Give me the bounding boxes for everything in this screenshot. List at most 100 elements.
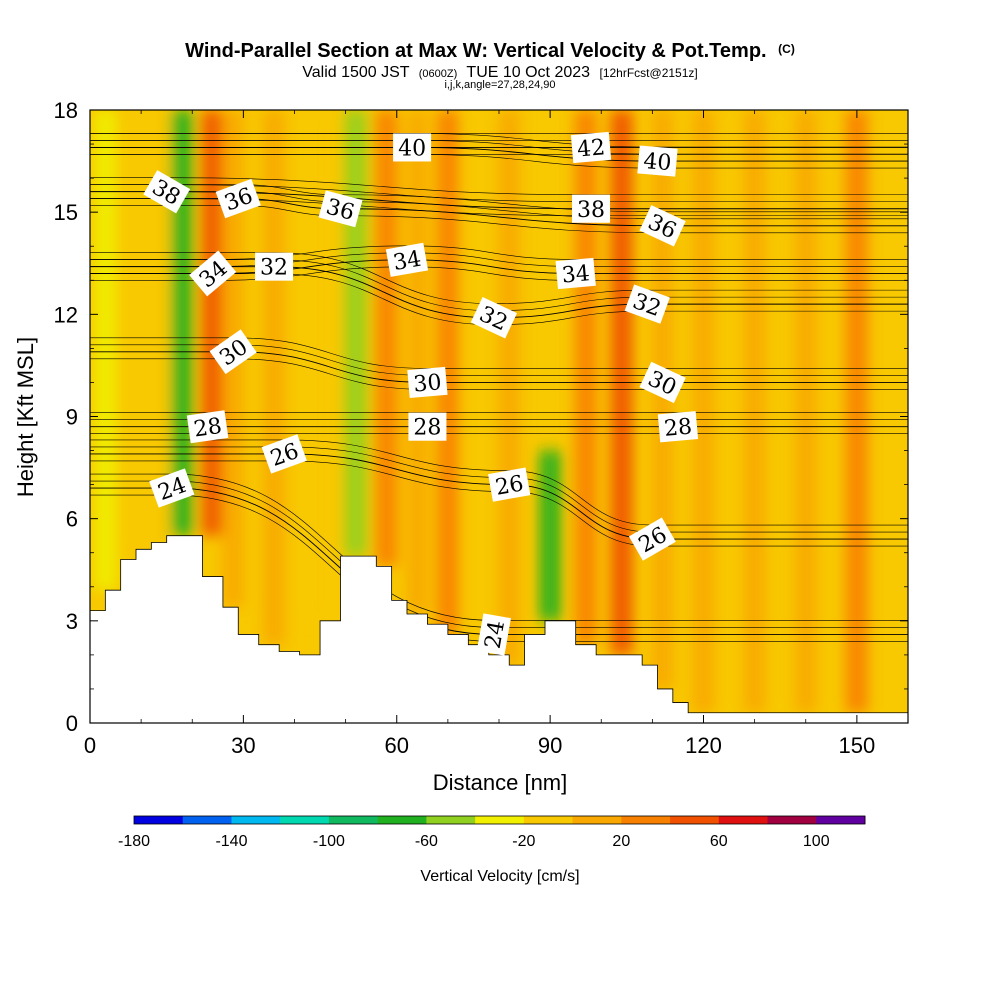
contour-label-box: [385, 242, 429, 277]
colorbar-swatch: [377, 816, 427, 824]
x-tick-label: 60: [385, 733, 409, 758]
contour-label-box: [570, 131, 612, 164]
contour-label-box: [657, 411, 699, 443]
subtitle-date: TUE 10 Oct 2023: [466, 64, 590, 81]
colorbar-swatch: [572, 816, 622, 824]
contour-label-box: [149, 468, 195, 508]
colorbar-tick-label: 60: [710, 833, 728, 850]
theta-contour-label: 26: [261, 434, 307, 474]
velocity-cell: [94, 110, 117, 591]
velocity-cell: [309, 110, 332, 621]
contour-label-box: [393, 133, 432, 162]
y-tick-label: 15: [54, 200, 78, 225]
y-tick-label: 3: [66, 609, 78, 634]
contour-label-text: 34: [561, 261, 591, 288]
y-tick-label: 0: [66, 711, 78, 736]
contour-label-box: [639, 205, 686, 247]
velocity-cell: [539, 450, 562, 621]
contour-label-text: 32: [260, 256, 288, 281]
colorbar-label: Vertical Velocity [cm/s]: [420, 868, 579, 885]
colorbar-swatch: [767, 816, 817, 824]
velocity-cell: [263, 110, 286, 645]
velocity-cell: [436, 110, 459, 635]
contour-label-box: [407, 366, 448, 399]
theta-contour-line: [90, 473, 908, 621]
y-tick-label: 6: [66, 507, 78, 532]
x-axis-ticks: 0 30 60 90 120 150: [84, 110, 875, 758]
chart-title-mark: (C): [778, 42, 795, 56]
colorbar-swatch: [475, 816, 525, 824]
theta-contour-label: 36: [318, 190, 363, 228]
colorbar-swatch: [426, 816, 476, 824]
contour-label-box: [470, 297, 518, 339]
velocity-cell: [171, 110, 194, 536]
theta-contour-line: [90, 252, 908, 267]
contour-label-box: [186, 410, 229, 444]
theta-contour-label: 40: [637, 145, 678, 177]
contour-label-text: 42: [576, 135, 606, 162]
contour-label-box: [408, 412, 447, 441]
contour-label-box: [318, 190, 363, 228]
colorbar-tick-label: 20: [612, 833, 630, 850]
theta-contour-label: 28: [408, 412, 447, 441]
velocity-cell: [375, 110, 398, 567]
theta-contour-label: 34: [385, 242, 429, 277]
velocity-cell: [201, 110, 224, 536]
colorbar-tick-label: -60: [415, 833, 438, 850]
x-axis-label: Distance [nm]: [433, 770, 568, 795]
contour-label-box: [476, 613, 511, 656]
terrain-profile: [90, 535, 908, 723]
contour-label-box: [189, 250, 237, 297]
theta-contour-label: 30: [407, 366, 448, 399]
colorbar-frame: [133, 815, 866, 825]
y-tick-label: 9: [66, 405, 78, 430]
subtitle-valid: Valid 1500 JST: [302, 64, 410, 81]
chart-title-main: Wind-Parallel Section at Max W: Vertical…: [185, 40, 766, 62]
velocity-cell: [743, 110, 766, 713]
contour-label-text: 40: [642, 149, 672, 176]
colorbar-swatch: [231, 816, 281, 824]
theta-contour-label: 28: [657, 411, 699, 443]
chart-title: Wind-Parallel Section at Max W: Vertical…: [185, 40, 795, 62]
contour-label-box: [261, 434, 307, 474]
colorbar-swatch: [816, 816, 866, 824]
contour-label-text: 34: [391, 247, 423, 276]
x-tick-label: 0: [84, 733, 96, 758]
theta-contour-line: [90, 266, 908, 281]
theta-contour-label: 24: [476, 613, 511, 656]
velocity-cell: [845, 110, 868, 713]
contour-label-box: [209, 329, 257, 375]
chart-subtitle-indices: i,j,k,angle=27,28,24,90: [444, 79, 555, 91]
x-tick-label: 150: [839, 733, 876, 758]
colorbar-swatch: [718, 816, 769, 824]
theta-contour-label: 40: [393, 133, 432, 162]
theta-contour-label: 26: [488, 467, 531, 502]
subtitle-utc: (0600Z): [419, 68, 458, 80]
velocity-cell: [344, 110, 367, 557]
velocity-cell: [498, 110, 521, 666]
subtitle-forecast: [12hrFcst@2151z]: [600, 66, 698, 80]
contour-label-box: [637, 145, 678, 177]
terrain: [90, 535, 908, 723]
contour-label-box: [628, 517, 676, 561]
theta-contour-label: 32: [624, 284, 670, 324]
colorbar-swatch: [621, 816, 671, 824]
theta-contour-label: 34: [555, 257, 596, 290]
contour-label-text: 28: [192, 414, 223, 443]
velocity-cell: [145, 110, 168, 543]
contour-label-box: [624, 284, 670, 324]
x-tick-label: 90: [538, 733, 562, 758]
contour-label-text: 28: [663, 415, 693, 442]
colorbar-tick-label: 100: [803, 833, 830, 850]
theta-contour-label: 38: [572, 194, 611, 223]
contour-label-box: [488, 467, 531, 502]
velocity-cell: [406, 110, 429, 615]
velocity-cell: [692, 110, 715, 713]
contour-label-text: 28: [413, 416, 441, 441]
theta-contour-34: [90, 259, 908, 274]
contour-label-text: 38: [577, 198, 605, 223]
contour-label-box: [143, 170, 191, 214]
contour-label-box: [215, 178, 261, 219]
